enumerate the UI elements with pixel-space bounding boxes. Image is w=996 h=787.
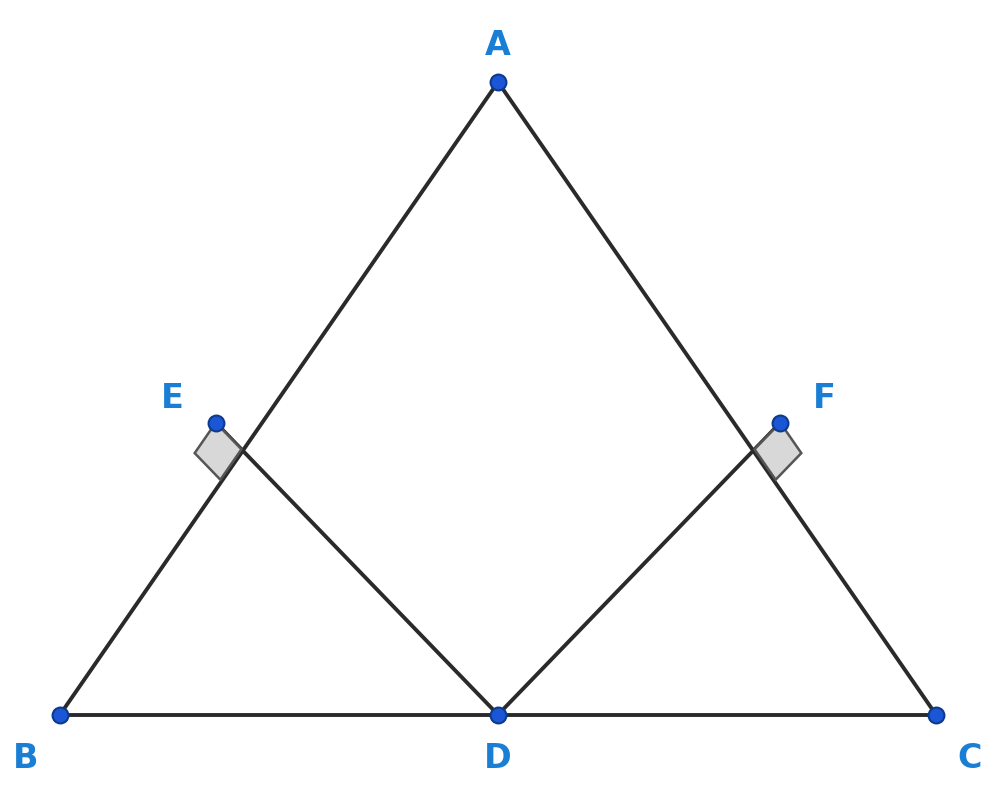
Text: A: A	[485, 28, 511, 61]
Text: D: D	[484, 742, 512, 775]
Text: C: C	[958, 742, 982, 775]
Polygon shape	[194, 423, 241, 480]
Point	[52, 708, 68, 721]
Point	[208, 416, 224, 429]
Point	[772, 416, 788, 429]
Text: B: B	[13, 742, 39, 775]
Point	[490, 708, 506, 721]
Polygon shape	[755, 423, 802, 480]
Text: F: F	[813, 382, 836, 415]
Point	[490, 76, 506, 88]
Text: E: E	[160, 382, 183, 415]
Point	[928, 708, 944, 721]
